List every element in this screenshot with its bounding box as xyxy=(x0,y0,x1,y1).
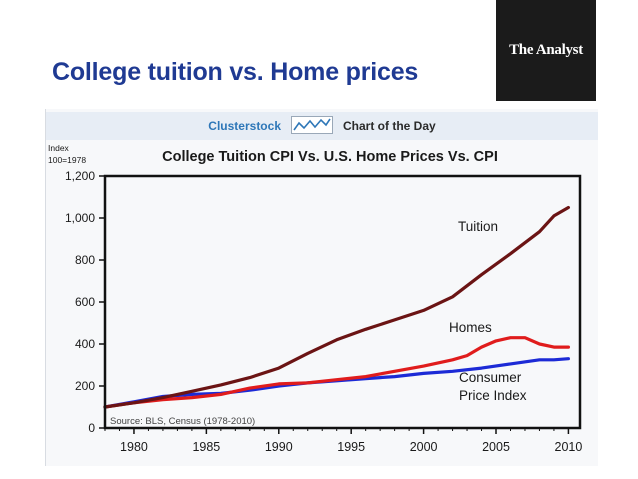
series-line-homes xyxy=(103,336,571,409)
y-axis-label-line-1: Index xyxy=(48,143,70,153)
y-axis-label-line-2: 100=1978 xyxy=(48,155,86,165)
x-tick-label: 2000 xyxy=(410,440,438,454)
y-tick-label: 600 xyxy=(75,295,95,309)
y-tick-label: 0 xyxy=(88,421,95,435)
source-note: Source: BLS, Census (1978-2010) xyxy=(110,416,255,427)
chart-panel: Clusterstock Chart of the Day xyxy=(45,109,598,466)
y-tick-label: 1,200 xyxy=(65,169,95,183)
y-tick-label: 1,000 xyxy=(65,211,95,225)
series-label-cpi: Price Index xyxy=(459,388,527,403)
y-tick-label: 800 xyxy=(75,253,95,267)
x-tick-label: 1995 xyxy=(337,440,365,454)
series-line-tuition xyxy=(103,205,571,409)
y-tick-label: 200 xyxy=(75,379,95,393)
banner-site-name: Clusterstock xyxy=(208,119,281,133)
chart-of-the-day-banner: Clusterstock Chart of the Day xyxy=(46,112,598,140)
y-tick-label: 400 xyxy=(75,337,95,351)
x-tick-label: 2010 xyxy=(555,440,583,454)
x-tick-label: 1980 xyxy=(120,440,148,454)
x-tick-label: 1990 xyxy=(265,440,293,454)
brand-logo: The Analyst xyxy=(496,0,596,101)
series-label-homes: Homes xyxy=(449,320,492,335)
series-label-tuition: Tuition xyxy=(458,219,498,234)
banner-label: Chart of the Day xyxy=(343,119,436,133)
chart-title: College Tuition CPI Vs. U.S. Home Prices… xyxy=(162,149,498,165)
slide-title: College tuition vs. Home prices xyxy=(52,58,419,86)
x-tick-label: 2005 xyxy=(482,440,510,454)
plot-frame xyxy=(103,174,582,430)
trend-line-icon xyxy=(291,115,333,137)
series-label-cpi: Consumer xyxy=(459,370,522,385)
x-tick-label: 1985 xyxy=(192,440,220,454)
